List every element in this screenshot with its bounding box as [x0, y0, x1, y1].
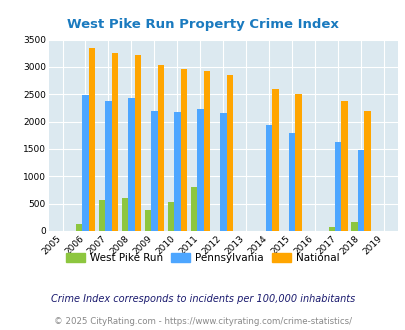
Bar	[220, 114, 226, 231]
Bar	[180, 69, 187, 231]
Bar	[82, 95, 88, 231]
Bar	[357, 149, 363, 231]
Bar	[272, 89, 278, 231]
Text: Crime Index corresponds to incidents per 100,000 inhabitants: Crime Index corresponds to incidents per…	[51, 294, 354, 304]
Bar	[295, 94, 301, 231]
Bar	[174, 112, 180, 231]
Bar	[122, 198, 128, 231]
Text: © 2025 CityRating.com - https://www.cityrating.com/crime-statistics/: © 2025 CityRating.com - https://www.city…	[54, 317, 351, 326]
Bar	[157, 65, 164, 231]
Text: West Pike Run Property Crime Index: West Pike Run Property Crime Index	[67, 18, 338, 31]
Bar	[128, 98, 134, 231]
Bar	[167, 202, 174, 231]
Bar	[197, 109, 203, 231]
Bar	[341, 101, 347, 231]
Bar	[288, 133, 295, 231]
Bar	[265, 125, 272, 231]
Bar	[144, 210, 151, 231]
Bar	[363, 111, 370, 231]
Bar	[226, 75, 232, 231]
Bar	[351, 222, 357, 231]
Bar	[98, 200, 105, 231]
Bar	[328, 227, 334, 231]
Legend: West Pike Run, Pennsylvania, National: West Pike Run, Pennsylvania, National	[62, 248, 343, 267]
Bar	[76, 224, 82, 231]
Bar	[88, 49, 95, 231]
Bar	[111, 53, 118, 231]
Bar	[134, 55, 141, 231]
Bar	[190, 187, 197, 231]
Bar	[334, 142, 341, 231]
Bar	[203, 71, 209, 231]
Bar	[105, 101, 111, 231]
Bar	[151, 111, 157, 231]
